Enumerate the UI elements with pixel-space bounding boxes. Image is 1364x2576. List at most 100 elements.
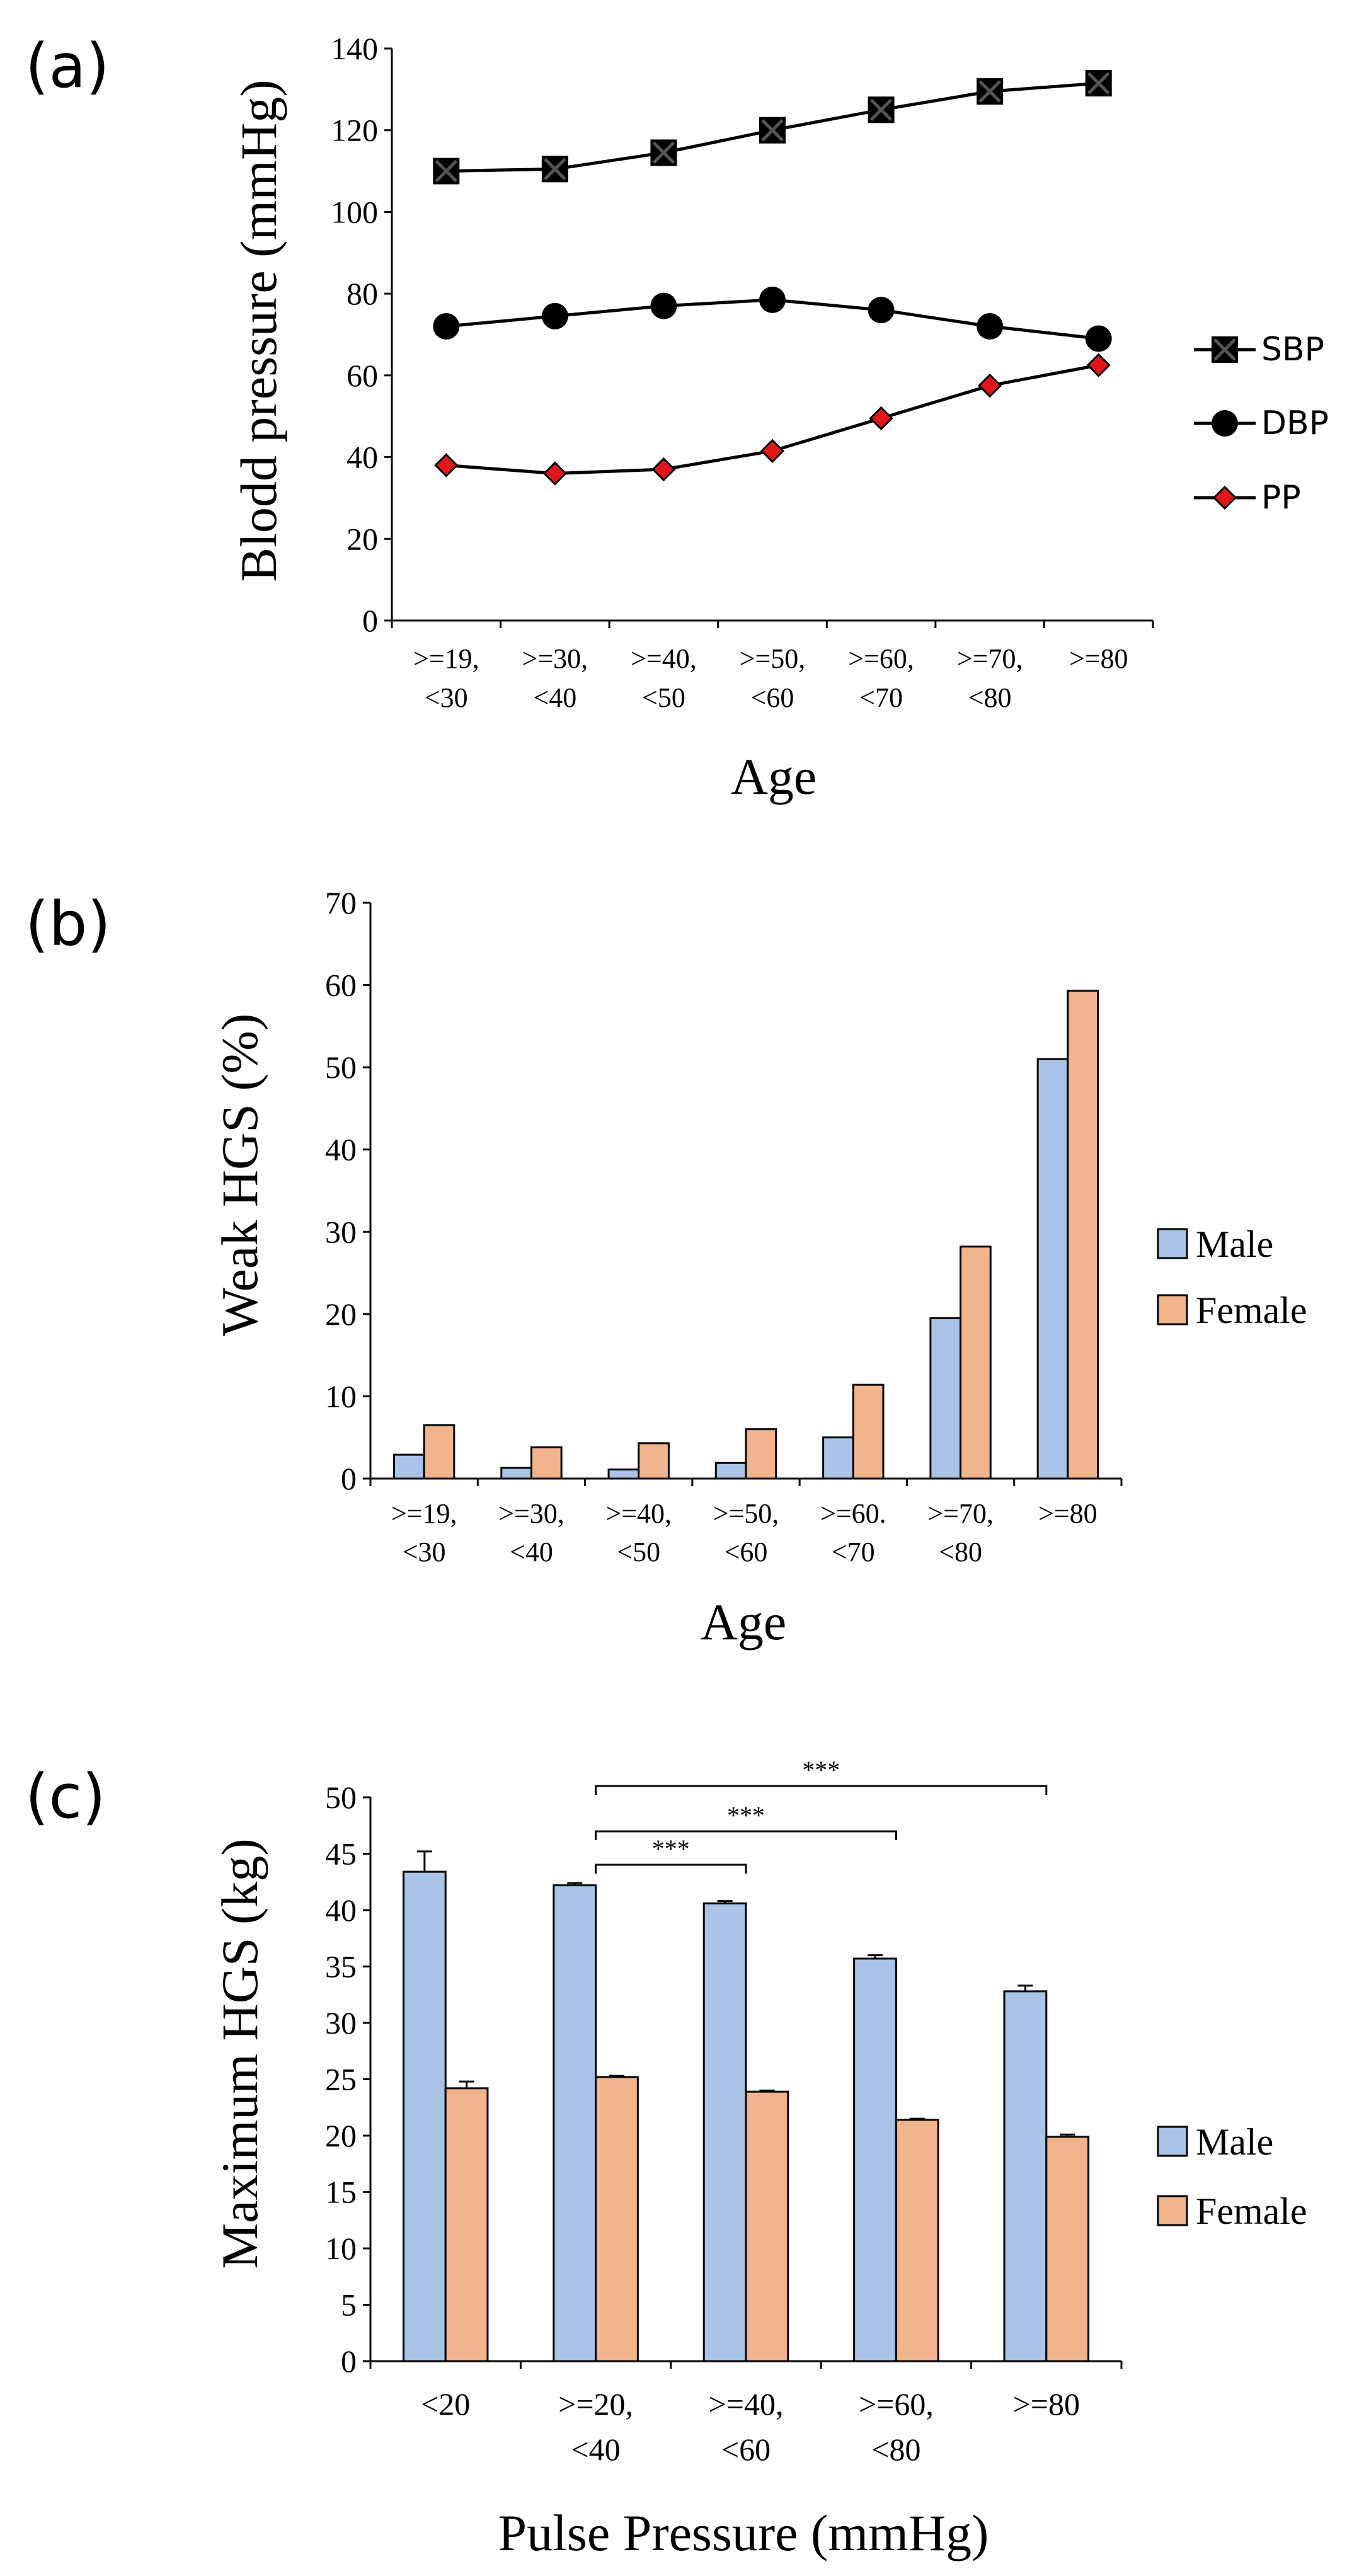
legend-label-male: Male bbox=[1196, 1223, 1273, 1265]
y-tick-label: 40 bbox=[347, 440, 378, 475]
panel-c-legend: Male Female bbox=[1158, 2121, 1307, 2232]
x-tick-label: >=20, bbox=[558, 2386, 633, 2422]
legend-marker-pp bbox=[1214, 487, 1235, 508]
y-tick-label: 20 bbox=[325, 1297, 357, 1332]
y-tick-label: 20 bbox=[347, 521, 378, 556]
panel-a-x-ticks: >=19, <30 >=30, <40 >=40, <50 >=50, <60 >=60, <70… bbox=[392, 621, 1153, 713]
y-tick-label: 100 bbox=[331, 194, 378, 229]
point-dbp bbox=[868, 297, 895, 323]
legend-label-male: Male bbox=[1196, 2121, 1273, 2163]
bar-male bbox=[931, 1318, 961, 1479]
y-tick-label: 120 bbox=[331, 113, 378, 148]
legend-label-dbp: DBP bbox=[1261, 404, 1329, 442]
legend-label-female: Female bbox=[1196, 1290, 1307, 1331]
x-tick-label: <30 bbox=[425, 682, 468, 713]
legend-swatch-male bbox=[1158, 2127, 1187, 2156]
panel-c-x-axis-label: Pulse Pressure (mmHg) bbox=[498, 2504, 989, 2562]
x-tick-label: >=50, bbox=[713, 1498, 779, 1529]
panel-b-y-axis-label: Weak HGS (%) bbox=[211, 1014, 268, 1337]
significance-bracket bbox=[596, 1865, 746, 1874]
x-tick-label: >=19, bbox=[413, 643, 479, 674]
bar-female bbox=[445, 2088, 488, 2361]
bar-male bbox=[609, 1470, 639, 1479]
significance-label: *** bbox=[727, 1801, 765, 1829]
legend-label-pp: PP bbox=[1261, 479, 1301, 517]
panel-a-x-axis-label: Age bbox=[731, 748, 817, 805]
legend-label-sbp: SBP bbox=[1261, 331, 1324, 369]
point-dbp bbox=[1086, 325, 1112, 352]
x-tick-label: >=80 bbox=[1013, 2386, 1080, 2422]
x-tick-label: <40 bbox=[533, 682, 576, 713]
significance-label: *** bbox=[802, 1756, 840, 1784]
bar-female bbox=[596, 2077, 638, 2361]
panel-b-x-axis-label: Age bbox=[701, 1593, 787, 1651]
point-dbp bbox=[759, 287, 786, 313]
x-tick-label: <40 bbox=[510, 1537, 553, 1567]
bar-male bbox=[704, 1903, 746, 2361]
x-tick-label: >=40, bbox=[709, 2386, 784, 2422]
panel-b-y-ticks: 0 10 20 30 40 50 60 70 bbox=[325, 885, 370, 1496]
x-tick-label: >=30, bbox=[522, 643, 588, 674]
point-dbp bbox=[542, 303, 568, 329]
point-pp bbox=[871, 408, 892, 429]
x-tick-label: >=60, bbox=[848, 643, 914, 674]
x-tick-label: <60 bbox=[751, 682, 794, 713]
x-tick-label: >=50, bbox=[740, 643, 806, 674]
bar-male bbox=[403, 1872, 445, 2361]
bar-female bbox=[531, 1447, 561, 1479]
y-tick-label: 15 bbox=[325, 2175, 357, 2210]
bar-female bbox=[896, 2120, 938, 2361]
legend-marker-dbp bbox=[1212, 410, 1238, 437]
x-tick-label: >=60, bbox=[859, 2386, 934, 2422]
bar-female bbox=[961, 1247, 991, 1479]
bar-female bbox=[424, 1425, 454, 1479]
bar-male bbox=[501, 1468, 532, 1479]
legend-swatch-female bbox=[1158, 2196, 1187, 2225]
bar-male bbox=[716, 1463, 746, 1479]
bar-male bbox=[1038, 1059, 1068, 1479]
bar-male bbox=[854, 1959, 897, 2361]
y-tick-label: 0 bbox=[341, 1461, 357, 1496]
bar-male bbox=[1004, 1991, 1046, 2361]
panel-c-bar-chart: (c) 05101520253035404550 ********* <20 >=… bbox=[25, 1756, 1307, 2562]
x-tick-label: <60 bbox=[721, 2432, 771, 2467]
significance-bracket bbox=[596, 1786, 1046, 1795]
x-tick-label: <60 bbox=[725, 1537, 768, 1567]
x-tick-label: <80 bbox=[939, 1537, 982, 1567]
x-tick-label: >=40, bbox=[605, 1498, 672, 1529]
point-pp bbox=[544, 463, 566, 484]
point-pp bbox=[435, 455, 457, 476]
point-dbp bbox=[433, 313, 459, 340]
y-tick-label: 50 bbox=[325, 1780, 357, 1815]
point-dbp bbox=[977, 313, 1003, 340]
x-tick-label: >=70, bbox=[927, 1498, 994, 1529]
x-tick-label: <50 bbox=[642, 682, 685, 713]
y-tick-label: 35 bbox=[325, 1949, 357, 1984]
panel-c-y-axis-label: Maximum HGS (kg) bbox=[211, 1838, 268, 2269]
y-tick-label: 40 bbox=[325, 1892, 357, 1928]
x-tick-label: >=80 bbox=[1038, 1498, 1098, 1529]
x-tick-label: >=60. bbox=[820, 1498, 886, 1529]
panel-b-bar-chart: (b) 0 10 20 30 40 50 60 70 >=19, <30 >=30, <40 >=40… bbox=[25, 885, 1307, 1651]
significance-bracket bbox=[596, 1831, 897, 1840]
bar-female bbox=[746, 1429, 776, 1479]
point-pp bbox=[653, 459, 674, 480]
panel-c-letter: (c) bbox=[25, 1761, 106, 1832]
x-tick-label: <30 bbox=[403, 1537, 446, 1567]
panel-b-bars bbox=[394, 991, 1098, 1479]
figure: (a) 020406080100120140 >=19,<30>=30,<40>… bbox=[0, 0, 1364, 2576]
significance-label: *** bbox=[652, 1835, 690, 1863]
panel-a-legend: SBP DBP PP bbox=[1194, 331, 1329, 517]
x-tick-label: <80 bbox=[871, 2432, 920, 2467]
x-tick-label: >=40, bbox=[631, 643, 697, 674]
panel-c-significance: *** *** *** bbox=[596, 1756, 1046, 1874]
point-dbp bbox=[650, 293, 677, 319]
bar-female bbox=[1068, 991, 1098, 1479]
legend-label-female: Female bbox=[1196, 2190, 1307, 2232]
bar-male bbox=[823, 1438, 854, 1479]
point-pp bbox=[1088, 355, 1109, 376]
y-tick-label: 10 bbox=[325, 2231, 357, 2266]
x-tick-label: <40 bbox=[571, 2432, 620, 2467]
panel-b-letter: (b) bbox=[25, 889, 111, 959]
